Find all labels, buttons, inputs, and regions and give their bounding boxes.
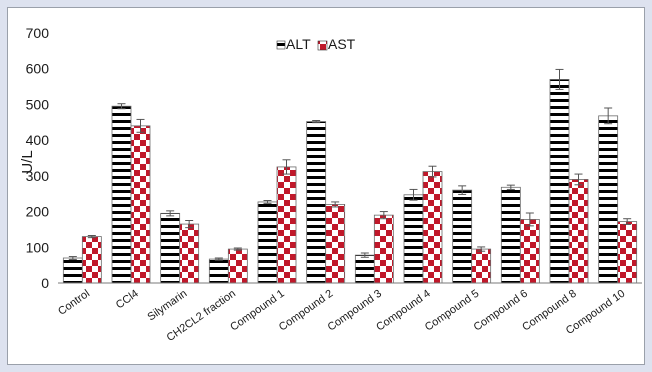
bar-ast <box>471 248 492 284</box>
bar-alt <box>306 121 327 284</box>
bar-ast <box>130 125 151 284</box>
y-axis-ticks: 0 100 200 300 400 500 600 700 <box>26 25 50 291</box>
x-tick-label: CCl4 <box>114 288 141 312</box>
bar-alt <box>549 79 570 284</box>
x-tick-label: Silymarin <box>145 288 189 324</box>
y-tick-label: 200 <box>26 204 50 220</box>
legend: ALT AST <box>276 36 356 52</box>
bar-chart: U/L 0 100 200 300 400 500 600 700 Control CCl4 Si… <box>19 25 642 344</box>
bar-alt <box>160 212 181 284</box>
y-tick-label: 600 <box>26 61 50 77</box>
bar-alt <box>111 105 132 284</box>
y-tick-label: 300 <box>26 168 50 184</box>
bar-alt <box>500 186 521 284</box>
bar-alt <box>403 194 424 284</box>
bar-alt <box>598 115 619 284</box>
y-tick-label: 400 <box>26 132 50 148</box>
y-axis-title: U/L <box>19 150 36 173</box>
bar-ast <box>81 236 102 284</box>
bar-ast <box>422 171 443 284</box>
y-tick-label: 0 <box>41 275 49 291</box>
bar-ast <box>276 166 297 284</box>
bar-alt <box>354 254 375 284</box>
x-tick-label: Control <box>56 288 92 318</box>
y-tick-label: 100 <box>26 239 50 255</box>
bar-ast <box>617 221 638 284</box>
bar-ast <box>227 248 248 284</box>
bar-ast <box>179 223 200 284</box>
bars-group <box>62 68 638 284</box>
bar-alt <box>257 201 278 284</box>
legend-swatch-alt <box>276 40 286 50</box>
legend-label-ast: AST <box>328 36 356 52</box>
chart-area: U/L 0 100 200 300 400 500 600 700 Control CCl4 Si… <box>7 7 645 365</box>
bar-ast <box>325 204 346 284</box>
bar-ast <box>373 214 394 284</box>
legend-label-alt: ALT <box>286 36 311 52</box>
legend-swatch-ast <box>317 40 328 51</box>
y-tick-label: 700 <box>26 25 50 41</box>
bar-ast <box>519 219 540 284</box>
bar-alt <box>208 258 229 284</box>
bar-alt <box>62 257 83 284</box>
y-tick-label: 500 <box>26 96 50 112</box>
bar-ast <box>568 179 589 284</box>
bar-alt <box>452 189 473 284</box>
